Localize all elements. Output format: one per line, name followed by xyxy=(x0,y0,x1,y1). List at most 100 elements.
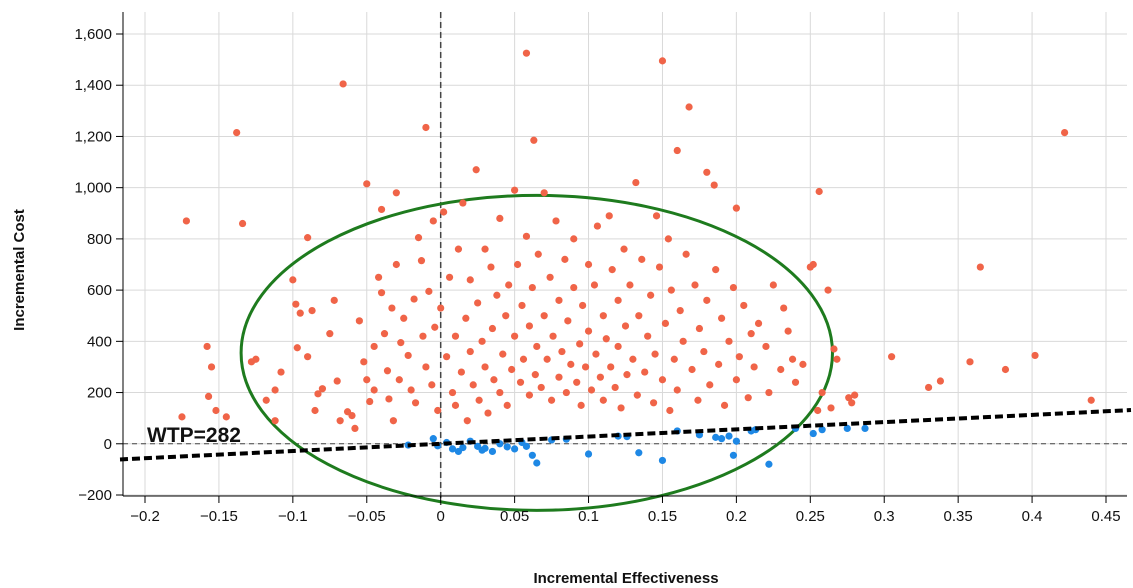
scatter-point-above-wtp xyxy=(596,373,604,381)
scatter-point-above-wtp xyxy=(388,304,396,312)
scatter-point-below-wtp xyxy=(584,450,593,458)
scatter-point-below-wtp xyxy=(712,433,720,441)
scatter-point-above-wtp xyxy=(710,181,718,189)
scatter-point-above-wtp xyxy=(533,342,541,351)
scatter-point-above-wtp xyxy=(293,344,301,352)
scatter-point-above-wtp xyxy=(607,363,615,371)
scatter-point-above-wtp xyxy=(296,309,304,317)
scatter-point-above-wtp xyxy=(428,381,436,389)
scatter-point-below-wtp xyxy=(528,451,536,459)
scatter-point-above-wtp xyxy=(1087,396,1095,404)
scatter-point-above-wtp xyxy=(271,417,279,425)
scatter-point-above-wtp xyxy=(355,317,363,325)
scatter-point-above-wtp xyxy=(590,281,599,289)
grid-lines xyxy=(123,12,1127,496)
scatter-point-above-wtp xyxy=(744,394,752,402)
scatter-point-above-wtp xyxy=(472,166,480,174)
x-tick-label: 0.25 xyxy=(796,508,825,525)
scatter-point-above-wtp xyxy=(599,312,607,320)
scatter-point-above-wtp xyxy=(505,281,513,289)
scatter-point-above-wtp xyxy=(207,363,216,371)
scatter-point-above-wtp xyxy=(818,388,826,397)
scatter-point-above-wtp xyxy=(788,355,797,363)
scatter-point-above-wtp xyxy=(314,390,322,398)
scatter-point-above-wtp xyxy=(289,276,297,284)
scatter-point-above-wtp xyxy=(443,353,451,361)
scatter-point-below-wtp xyxy=(861,424,869,433)
x-tick-label: −0.1 xyxy=(278,508,308,525)
scatter-point-below-wtp xyxy=(429,435,437,443)
scatter-point-above-wtp xyxy=(496,214,504,222)
y-tick-label: 1,400 xyxy=(74,77,112,94)
scatter-point-above-wtp xyxy=(791,378,800,386)
scatter-point-above-wtp xyxy=(336,417,344,425)
scatter-point-above-wtp xyxy=(966,358,974,366)
scatter-point-above-wtp xyxy=(304,353,312,361)
scatter-point-above-wtp xyxy=(422,363,430,371)
scatter-point-above-wtp xyxy=(573,378,581,386)
scatter-point-above-wtp xyxy=(252,355,260,363)
scatter-point-above-wtp xyxy=(555,296,563,304)
scatter-point-above-wtp xyxy=(626,281,634,289)
y-tick-label: 1,000 xyxy=(74,180,112,197)
scatter-point-above-wtp xyxy=(621,322,630,330)
scatter-point-above-wtp xyxy=(445,273,454,281)
scatter-point-above-wtp xyxy=(410,295,418,303)
scatter-point-below-wtp xyxy=(765,460,773,468)
scatter-point-above-wtp xyxy=(670,355,678,363)
scatter-point-below-wtp xyxy=(533,459,541,467)
scatter-point-below-wtp xyxy=(459,444,467,452)
scatter-point-below-wtp xyxy=(635,449,643,457)
x-tick-label: 0.2 xyxy=(726,508,747,525)
scatter-point-above-wtp xyxy=(277,368,285,376)
scatter-point-above-wtp xyxy=(360,358,368,366)
scatter-point-above-wtp xyxy=(547,396,556,404)
x-tick-label: 0 xyxy=(437,508,445,525)
wtp-threshold-line xyxy=(119,408,1132,462)
scatter-point-above-wtp xyxy=(740,301,748,310)
scatter-point-above-wtp xyxy=(292,300,300,308)
scatter-point-above-wtp xyxy=(814,406,822,415)
scatter-point-above-wtp xyxy=(475,396,483,404)
scatter-point-above-wtp xyxy=(584,260,593,269)
scatter-point-above-wtp xyxy=(478,337,486,345)
scatter-point-above-wtp xyxy=(457,368,465,376)
scatter-point-above-wtp xyxy=(688,365,696,374)
scatter-point-above-wtp xyxy=(374,273,383,281)
scatter-point-above-wtp xyxy=(459,199,467,207)
scatter-point-above-wtp xyxy=(522,232,531,240)
scatter-point-above-wtp xyxy=(1001,365,1010,374)
scatter-point-above-wtp xyxy=(676,307,684,315)
scatter-point-above-wtp xyxy=(593,222,602,230)
scatter-point-above-wtp xyxy=(404,351,412,360)
scatter-point-above-wtp xyxy=(233,129,241,137)
scatter-point-above-wtp xyxy=(718,314,726,322)
scatter-point-above-wtp xyxy=(623,371,631,379)
scatter-point-above-wtp xyxy=(222,413,230,421)
scatter-point-below-wtp xyxy=(503,443,511,451)
x-tick-label: 0.4 xyxy=(1022,508,1043,525)
scatter-point-above-wtp xyxy=(397,339,405,347)
scatter-point-above-wtp xyxy=(712,266,720,274)
y-tick-label: −200 xyxy=(78,487,112,504)
scatter-point-above-wtp xyxy=(577,401,585,409)
scatter-point-above-wtp xyxy=(203,342,211,351)
scatter-point-above-wtp xyxy=(212,406,220,415)
scatter-point-above-wtp xyxy=(238,219,247,228)
scatter-point-below-wtp xyxy=(522,442,531,450)
y-tick-label: 800 xyxy=(87,231,112,248)
x-tick-label: 0.3 xyxy=(874,508,895,525)
scatter-point-above-wtp xyxy=(348,412,356,420)
scatter-point-above-wtp xyxy=(644,332,652,340)
scatter-point-above-wtp xyxy=(799,360,807,368)
scatter-point-above-wtp xyxy=(561,255,569,263)
scatter-point-above-wtp xyxy=(451,401,460,409)
scatter-point-above-wtp xyxy=(389,417,397,425)
scatter-point-above-wtp xyxy=(511,186,519,194)
scatter-point-above-wtp xyxy=(620,245,628,253)
scatter-point-above-wtp xyxy=(635,312,643,320)
scatter-point-above-wtp xyxy=(629,355,637,363)
scatter-point-above-wtp xyxy=(363,376,371,384)
scatter-point-above-wtp xyxy=(419,332,427,340)
